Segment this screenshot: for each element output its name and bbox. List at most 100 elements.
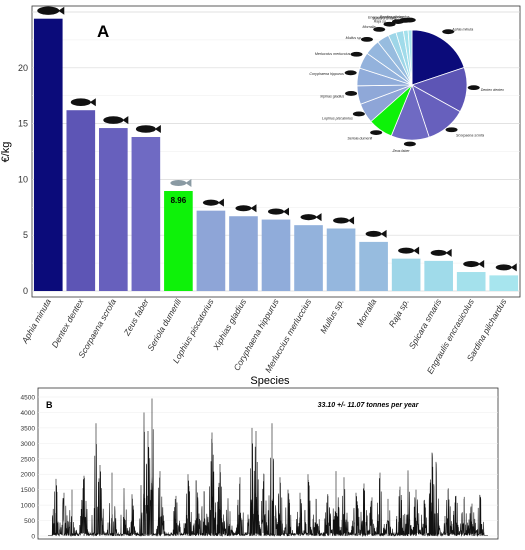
bar (424, 260, 453, 291)
pie-fish-icon (350, 51, 363, 57)
pie-fish-icon (373, 26, 386, 32)
y-tick-label: 1500 (21, 487, 36, 494)
pie-fish-icon (442, 29, 455, 35)
pie-label: Xiphias gladius (319, 94, 344, 98)
bar (33, 18, 63, 292)
panel-a-letter: A (97, 22, 109, 41)
y-tick-label: 3000 (21, 441, 36, 448)
fish-icon (170, 179, 192, 188)
pie-slice (407, 29, 413, 86)
bar (196, 210, 226, 291)
bar (99, 128, 128, 291)
bar (456, 272, 486, 291)
fish-icon (463, 260, 485, 269)
panel-a-y-axis-label: €/kg (0, 142, 12, 163)
fish-icon (37, 6, 65, 15)
x-tick-label: Spicara smaris (407, 296, 444, 350)
y-tick-label: 3500 (21, 425, 36, 432)
pie-label: Seriola dumerili (347, 137, 372, 141)
y-tick-label: 1000 (21, 503, 36, 510)
y-tick-label: 4000 (21, 410, 36, 417)
pie-label: Dentex dentex (481, 88, 504, 92)
y-tick-label: 20 (18, 63, 28, 73)
y-tick-label: 2000 (21, 472, 36, 479)
pie-label: Merluccius merluccius (315, 52, 351, 56)
panel-b-gridlines (38, 396, 498, 537)
bar (261, 219, 291, 291)
pie-fish-icon (352, 111, 365, 117)
bar (359, 241, 388, 291)
pie-fish-icon (467, 85, 480, 91)
x-tick-label: Dentex dentex (49, 296, 85, 349)
panel-b-letter: B (46, 400, 53, 410)
fish-icon (135, 124, 161, 133)
bar (294, 225, 323, 291)
highlight-value-label: 8.96 (171, 196, 187, 205)
pie-fish-icon (403, 17, 416, 23)
x-tick-label: Xiphias gladius (210, 296, 248, 352)
fish-icon (398, 246, 420, 255)
fish-icon (333, 216, 355, 225)
pie-label: Aphia minuta (451, 28, 473, 32)
pie-label: Engraulis encrasicolus (368, 15, 404, 19)
pie-fish-icon (370, 130, 383, 135)
panel-a-x-axis-label: Species (250, 375, 290, 387)
y-tick-label: 10 (18, 174, 28, 184)
pie-label: Morralla (363, 25, 376, 29)
pie-fish-icon (383, 21, 396, 27)
pie-label: Zeus faber (391, 149, 410, 153)
panel-b-y-ticks: 0 500 1000 1500 2000 2500 3000 3500 4000 4500 (21, 395, 36, 541)
fish-icon (70, 98, 96, 107)
pie-label: Lophius piscatorius (322, 117, 353, 121)
fish-icon (202, 198, 224, 207)
pie-fish-icon (445, 127, 458, 133)
bar (391, 258, 421, 291)
bar (131, 136, 161, 291)
x-tick-label: Seriola dumerili (145, 296, 184, 353)
pie-label: Spicara smaris (373, 17, 397, 21)
panel-a-y-ticks: 0 5 10 15 20 (18, 63, 28, 296)
fish-icon (268, 207, 289, 216)
panel-b-annotation: 33.10 +/- 11.07 tonnes per year (318, 402, 420, 409)
y-tick-label: 0 (23, 286, 28, 296)
pie-label: Coryphaena hippurus (309, 72, 344, 76)
x-tick-label: Morralla (354, 297, 378, 329)
pie-slice (411, 29, 465, 86)
y-tick-label: 0 (31, 534, 35, 541)
x-tick-label: Raja sp. (387, 297, 411, 329)
panel-b-series-line (48, 398, 488, 538)
panel-b-line-chart: 0 500 1000 1500 2000 2500 3000 3500 4000 4500 B 3… (21, 387, 499, 541)
y-tick-label: 5 (23, 230, 28, 240)
pie-fish-icon (344, 70, 357, 76)
pie-fish-icon (360, 36, 373, 42)
fish-icon (235, 204, 257, 213)
y-tick-label: 4500 (21, 395, 36, 402)
x-tick-label: Aphia minuta (19, 297, 53, 346)
pie-label: Scorpaena scrofa (456, 134, 484, 138)
y-tick-label: 2500 (21, 456, 36, 463)
fish-icon (495, 263, 517, 272)
bar (164, 191, 193, 291)
fish-icon (103, 116, 129, 125)
inset-pie-labels: Aphia minuta Dentex dentex Scorpaena scrof… (309, 15, 504, 153)
pie-label: Mullus sp. (346, 36, 362, 40)
pie-fish-icon (403, 141, 416, 147)
fish-silhouettes (37, 6, 517, 272)
fish-icon (430, 248, 452, 257)
x-tick-label: Zeus faber (121, 296, 151, 338)
y-tick-label: 500 (24, 518, 35, 525)
bar (229, 216, 258, 291)
pie-fish-icon (345, 91, 358, 96)
pie-label: Raja sp. (374, 20, 387, 24)
bar (489, 275, 519, 291)
y-tick-label: 15 (18, 119, 28, 129)
inset-pie-chart (356, 29, 468, 141)
fish-icon (365, 229, 387, 238)
bar (66, 110, 96, 291)
x-tick-label: Mullus sp. (318, 297, 346, 335)
pie-label: Sardina pilchardus (380, 15, 410, 19)
fish-icon (300, 213, 322, 222)
